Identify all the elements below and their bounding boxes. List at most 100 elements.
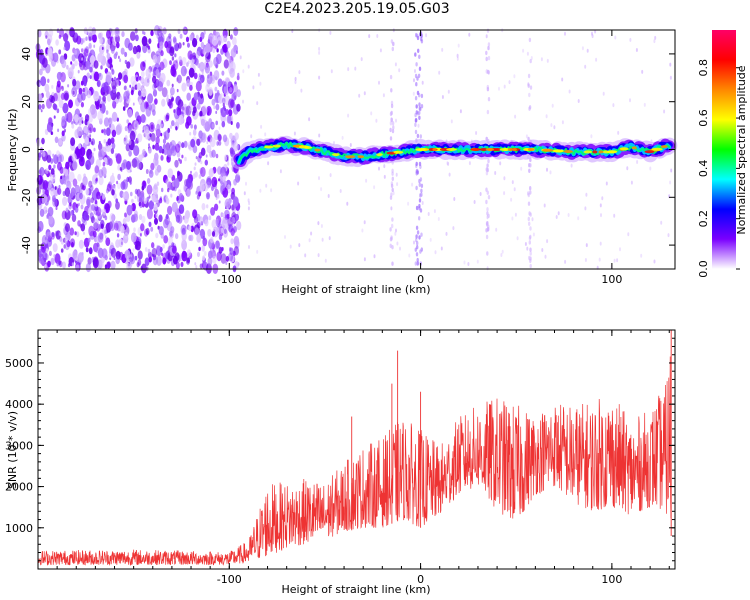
stripe-dot <box>418 182 421 187</box>
noise-blob <box>192 63 195 68</box>
faint-noise-dot <box>514 114 517 119</box>
faint-noise-dot <box>339 189 342 193</box>
faint-noise-dot <box>289 244 292 249</box>
noise-blob <box>205 43 211 53</box>
faint-noise-dot <box>526 246 529 251</box>
noise-blob <box>91 108 98 119</box>
noise-blob <box>53 164 56 169</box>
noise-blob <box>74 129 80 139</box>
noise-blob <box>115 201 120 210</box>
noise-blob <box>163 148 168 156</box>
faint-noise-dot <box>532 232 535 237</box>
noise-blob <box>180 224 187 236</box>
noise-blob <box>222 175 226 181</box>
faint-noise-dot <box>591 34 594 39</box>
noise-blob <box>200 32 205 40</box>
faint-noise-dot <box>498 86 500 91</box>
spectrogram-ylabel: Frequency (Hz) <box>6 109 19 192</box>
noise-blob <box>169 46 175 57</box>
noise-blob <box>171 201 178 213</box>
faint-noise-dot <box>421 80 424 85</box>
noise-blob <box>207 257 213 266</box>
noise-blob <box>115 153 122 164</box>
noise-blob <box>180 261 184 268</box>
faint-noise-dot <box>614 35 617 40</box>
faint-noise-dot <box>617 130 620 135</box>
faint-noise-dot <box>586 48 589 53</box>
faint-noise-dot <box>349 143 352 147</box>
faint-noise-dot <box>456 56 459 61</box>
noise-blob <box>56 150 60 157</box>
noise-blob <box>56 83 61 93</box>
noise-blob <box>51 232 55 238</box>
noise-blob <box>80 80 84 86</box>
noise-blob <box>181 82 187 92</box>
noise-blob <box>59 232 62 237</box>
noise-blob <box>78 118 82 126</box>
noise-blob <box>87 26 94 37</box>
faint-noise-dot <box>329 173 332 178</box>
faint-noise-dot <box>545 114 548 119</box>
stripe-dot <box>415 110 418 115</box>
noise-blob <box>161 252 164 257</box>
faint-noise-dot <box>473 200 476 204</box>
y-tick-label: -40 <box>20 236 33 254</box>
noise-blob <box>169 60 172 65</box>
noise-blob <box>106 29 111 39</box>
noise-blob <box>164 136 167 141</box>
stripe-dot <box>391 261 394 266</box>
noise-blob <box>85 247 89 253</box>
noise-blob <box>167 205 173 215</box>
noise-blob <box>140 223 145 232</box>
noise-blob <box>174 159 179 168</box>
noise-blob <box>208 215 212 221</box>
noise-blob <box>47 78 50 84</box>
faint-noise-dot <box>546 167 548 172</box>
noise-blob <box>70 61 73 65</box>
noise-blob <box>112 172 114 177</box>
faint-noise-dot <box>293 131 296 136</box>
stripe-dot <box>486 69 490 75</box>
noise-blob <box>92 257 99 269</box>
stripe-dot <box>415 104 418 109</box>
noise-blob <box>198 174 202 179</box>
signal-hotspot <box>583 150 593 154</box>
noise-blob <box>53 254 56 258</box>
noise-blob <box>162 244 165 249</box>
noise-blob <box>72 178 78 187</box>
noise-blob <box>116 233 120 238</box>
faint-noise-dot <box>379 48 382 53</box>
noise-blob <box>149 122 155 133</box>
faint-noise-dot <box>242 99 244 104</box>
noise-blob <box>115 27 120 35</box>
stripe-dot <box>390 100 394 106</box>
noise-blob <box>65 223 70 233</box>
stripe-dot <box>391 187 394 193</box>
stripe-dot <box>485 136 489 142</box>
noise-blob <box>204 64 211 74</box>
faint-noise-dot <box>522 48 525 53</box>
noise-blob <box>109 220 116 232</box>
stripe-dot <box>390 117 393 123</box>
noise-blob <box>124 232 129 240</box>
noise-blob <box>110 47 115 54</box>
stripe-dot <box>418 235 421 240</box>
noise-blob <box>124 59 128 65</box>
noise-blob <box>46 155 52 163</box>
noise-blob <box>146 78 150 83</box>
noise-blob <box>65 207 69 213</box>
faint-noise-dot <box>550 123 553 128</box>
noise-blob <box>88 180 93 188</box>
noise-blob <box>187 42 190 48</box>
noise-blob <box>134 244 138 250</box>
faint-noise-dot <box>516 236 519 241</box>
noise-blob <box>63 168 69 177</box>
signal-track <box>230 135 678 170</box>
stripe-dot <box>390 103 394 109</box>
noise-blob <box>179 33 183 39</box>
noise-blob <box>162 257 167 265</box>
noise-blob <box>74 114 79 123</box>
noise-blob <box>148 200 155 210</box>
noise-blob <box>178 204 185 215</box>
stripe-dot <box>390 236 393 241</box>
